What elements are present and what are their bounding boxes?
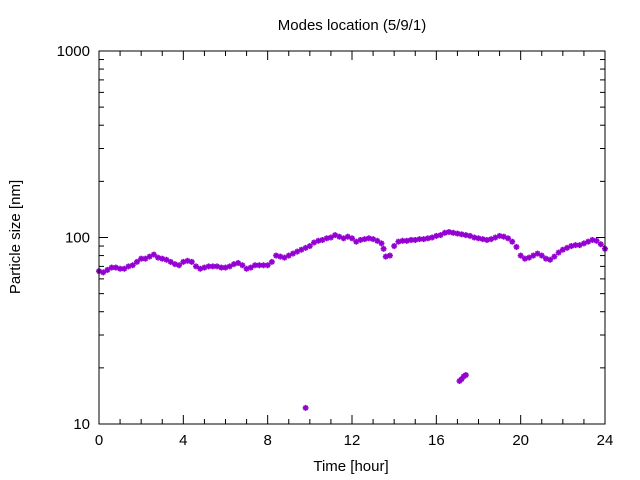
data-point	[386, 252, 393, 259]
data-point	[138, 255, 145, 262]
y-tick-label: 100	[65, 230, 90, 247]
x-axis-label: Time [hour]	[313, 458, 388, 475]
data-point	[349, 235, 355, 242]
data-point	[412, 236, 419, 243]
data-point	[441, 229, 448, 236]
data-point	[133, 258, 140, 265]
data-point	[327, 234, 334, 241]
y-axis-label: Particle size [nm]	[7, 180, 24, 294]
data-point	[192, 263, 199, 270]
data-point	[547, 256, 554, 263]
data-point	[100, 269, 107, 276]
data-point	[509, 238, 516, 245]
data-point	[129, 262, 136, 269]
x-tick-label: 24	[597, 432, 614, 449]
data-point	[513, 243, 520, 250]
data-point	[285, 252, 292, 259]
x-tick-label: 0	[95, 432, 103, 449]
data-point	[391, 243, 398, 250]
chart-title: Modes location (5/9/1)	[278, 17, 426, 34]
data-point	[150, 251, 157, 258]
data-point	[555, 249, 562, 256]
x-tick-label: 20	[512, 432, 529, 449]
data-points-layer	[96, 229, 608, 411]
x-tick-label: 8	[263, 432, 271, 449]
data-point	[593, 237, 600, 244]
data-point	[462, 372, 469, 379]
data-point	[108, 264, 115, 271]
data-point	[437, 232, 444, 239]
data-point	[264, 262, 271, 269]
data-point	[226, 263, 233, 270]
x-tick-label: 12	[344, 432, 361, 449]
data-point	[568, 243, 575, 250]
x-tick-label: 4	[179, 432, 187, 449]
data-point	[380, 245, 387, 252]
data-point	[176, 262, 183, 269]
y-tick-label: 10	[73, 416, 90, 433]
data-point	[167, 258, 174, 265]
data-point	[188, 258, 195, 265]
data-point	[247, 264, 254, 271]
data-point	[252, 262, 259, 269]
y-tick-label: 1000	[57, 43, 90, 60]
data-point	[597, 241, 604, 248]
data-point	[201, 264, 208, 271]
plot-frame	[98, 50, 606, 425]
data-point	[517, 252, 524, 259]
data-point	[505, 235, 512, 242]
data-point	[538, 252, 545, 259]
data-point	[163, 256, 170, 263]
data-point	[205, 263, 212, 270]
data-point	[378, 240, 385, 247]
data-point	[142, 255, 149, 262]
data-point	[551, 253, 558, 260]
data-point	[268, 258, 275, 265]
data-point	[374, 237, 381, 244]
data-point	[277, 253, 284, 260]
data-point	[235, 259, 242, 266]
data-point	[306, 243, 313, 250]
data-point	[302, 404, 309, 411]
axes-layer: 0 4 8 12 16 20 24 10 100 1000	[57, 43, 614, 449]
x-tick-label: 16	[428, 432, 445, 449]
data-point	[121, 265, 128, 272]
data-point	[239, 262, 246, 269]
data-point	[104, 266, 111, 273]
